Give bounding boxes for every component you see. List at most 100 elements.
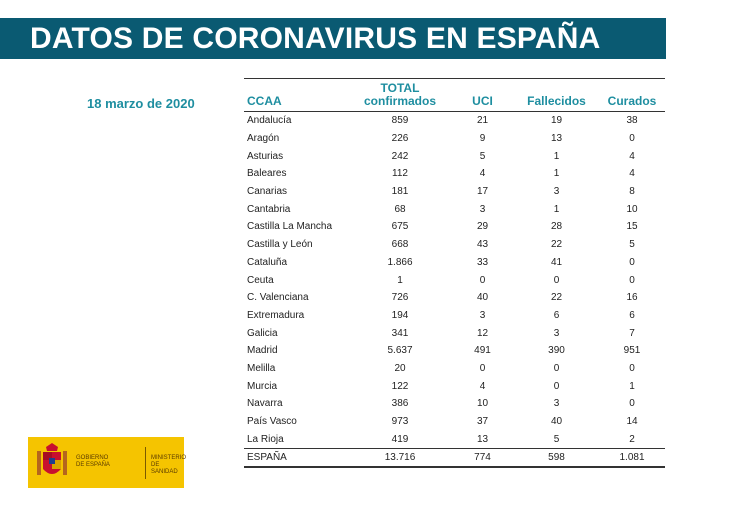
table-row: Madrid 5.637 491 390 951 <box>244 342 665 360</box>
cell-uci: 13 <box>476 433 489 445</box>
cell-total: 122 <box>391 380 409 392</box>
cell-uci: 4 <box>479 168 486 180</box>
table-row: Navarra 386 10 3 0 <box>244 395 665 413</box>
cell-ccaa: Ceuta <box>247 274 274 286</box>
column-header-uci: UCI <box>451 79 514 112</box>
cell-uci: 37 <box>476 416 489 428</box>
table-body: Andalucía 859 21 19 38 Aragón 226 9 13 0 Asturias 2… <box>244 112 665 469</box>
cell-fallecidos: 19 <box>550 115 563 127</box>
cell-total: 419 <box>391 433 409 445</box>
cell-curados: 15 <box>626 221 638 233</box>
cell-ccaa: Extremadura <box>247 309 305 321</box>
cell-uci: 4 <box>479 380 486 392</box>
cell-ccaa: Melilla <box>247 362 276 374</box>
cell-fallecidos: 40 <box>550 416 563 428</box>
cell-fallecidos: 22 <box>550 239 563 251</box>
total-cell-ccaa: ESPAÑA <box>244 448 349 469</box>
cell-uci: 21 <box>476 115 489 127</box>
cell-ccaa: Navarra <box>247 398 283 410</box>
cell-fallecidos: 0 <box>553 274 560 286</box>
cell-curados: 4 <box>629 150 635 162</box>
cell-curados: 0 <box>629 274 635 286</box>
cell-curados: 0 <box>629 256 635 268</box>
column-header-ccaa: CCAA <box>244 79 349 112</box>
cell-curados: 38 <box>626 115 638 127</box>
column-header-fallecidos: Fallecidos <box>514 79 599 112</box>
cell-uci: 12 <box>476 327 489 339</box>
cell-curados: 10 <box>626 203 638 215</box>
total-cell-curados: 1.081 <box>599 448 665 469</box>
cell-fallecidos: 22 <box>550 292 563 304</box>
cell-curados: 0 <box>629 398 635 410</box>
cell-uci: 491 <box>474 345 491 357</box>
ministry-logo: GOBIERNO DE ESPAÑA MINISTERIO DE SANIDAD <box>28 437 187 488</box>
cell-curados: 16 <box>626 292 638 304</box>
table-row: Castilla La Mancha 675 29 28 15 <box>244 218 665 236</box>
table-row: Castilla y León 668 43 22 5 <box>244 236 665 254</box>
cell-ccaa: Castilla La Mancha <box>247 221 333 233</box>
cell-ccaa: Asturias <box>247 150 284 162</box>
cell-uci: 10 <box>476 398 489 410</box>
cell-curados: 1 <box>629 380 635 392</box>
cell-uci: 3 <box>479 203 486 215</box>
cell-fallecidos: 0 <box>553 362 560 374</box>
cell-total: 726 <box>391 292 409 304</box>
cell-ccaa: Castilla y León <box>247 239 313 251</box>
cell-curados: 951 <box>623 345 641 357</box>
logo-text-gobierno: GOBIERNO DE ESPAÑA <box>76 455 110 468</box>
table-row: Andalucía 859 21 19 38 <box>244 112 665 130</box>
cell-fallecidos: 28 <box>550 221 563 233</box>
table-row: Cantabria 68 3 1 10 <box>244 200 665 218</box>
total-cell-uci: 774 <box>451 448 514 469</box>
cell-ccaa: La Rioja <box>247 433 284 445</box>
title-banner <box>0 18 666 59</box>
cell-uci: 33 <box>476 256 489 268</box>
coronavirus-table: CCAA TOTAL confirmados UCI Fallecidos Cu… <box>244 79 665 469</box>
cell-curados: 6 <box>629 309 635 321</box>
cell-uci: 5 <box>479 150 486 162</box>
cell-ccaa: Murcia <box>247 380 278 392</box>
table-row: Melilla 20 0 0 0 <box>244 360 665 378</box>
cell-uci: 29 <box>476 221 489 233</box>
table-row: Asturias 242 5 1 4 <box>244 147 665 165</box>
cell-total: 226 <box>391 133 409 145</box>
logo-text-ministerio: MINISTERIO DE SANIDAD <box>151 455 187 475</box>
cell-total: 675 <box>391 221 409 233</box>
cell-ccaa: Galicia <box>247 327 278 339</box>
cell-uci: 43 <box>476 239 489 251</box>
cell-total: 386 <box>391 398 409 410</box>
cell-ccaa: Baleares <box>247 168 287 180</box>
cell-uci: 0 <box>479 362 486 374</box>
page-title: DATOS DE CORONAVIRUS EN ESPAÑA <box>30 22 601 55</box>
cell-curados: 0 <box>629 362 635 374</box>
report-date: 18 marzo de 2020 <box>87 96 195 111</box>
cell-uci: 9 <box>479 133 486 145</box>
total-cell-total: 13.716 <box>349 448 451 469</box>
cell-curados: 14 <box>626 416 638 428</box>
cell-ccaa: C. Valenciana <box>247 292 309 304</box>
cell-total: 181 <box>391 186 409 198</box>
cell-total: 1 <box>397 274 403 286</box>
cell-ccaa: Aragón <box>247 133 280 145</box>
total-row: ESPAÑA 13.716 774 598 1.081 <box>244 448 665 469</box>
table-row: La Rioja 419 13 5 2 <box>244 430 665 448</box>
cell-fallecidos: 1 <box>553 150 560 162</box>
cell-total: 194 <box>391 309 409 321</box>
coat-of-arms-icon <box>37 443 67 475</box>
cell-ccaa: País Vasco <box>247 416 297 428</box>
cell-total: 112 <box>392 168 408 180</box>
cell-curados: 5 <box>629 239 635 251</box>
cell-total: 5.637 <box>387 345 413 357</box>
cell-ccaa: Cataluña <box>247 256 288 268</box>
table-row: Galicia 341 12 3 7 <box>244 324 665 342</box>
cell-fallecidos: 13 <box>550 133 563 145</box>
cell-total: 1.866 <box>387 256 413 268</box>
total-cell-fallecidos: 598 <box>514 448 599 469</box>
column-header-curados: Curados <box>599 79 665 112</box>
cell-total: 341 <box>391 327 409 339</box>
cell-fallecidos: 3 <box>553 186 560 198</box>
table-row: Murcia 122 4 0 1 <box>244 377 665 395</box>
cell-uci: 0 <box>479 274 486 286</box>
table-row: Extremadura 194 3 6 6 <box>244 307 665 325</box>
cell-total: 973 <box>391 416 409 428</box>
